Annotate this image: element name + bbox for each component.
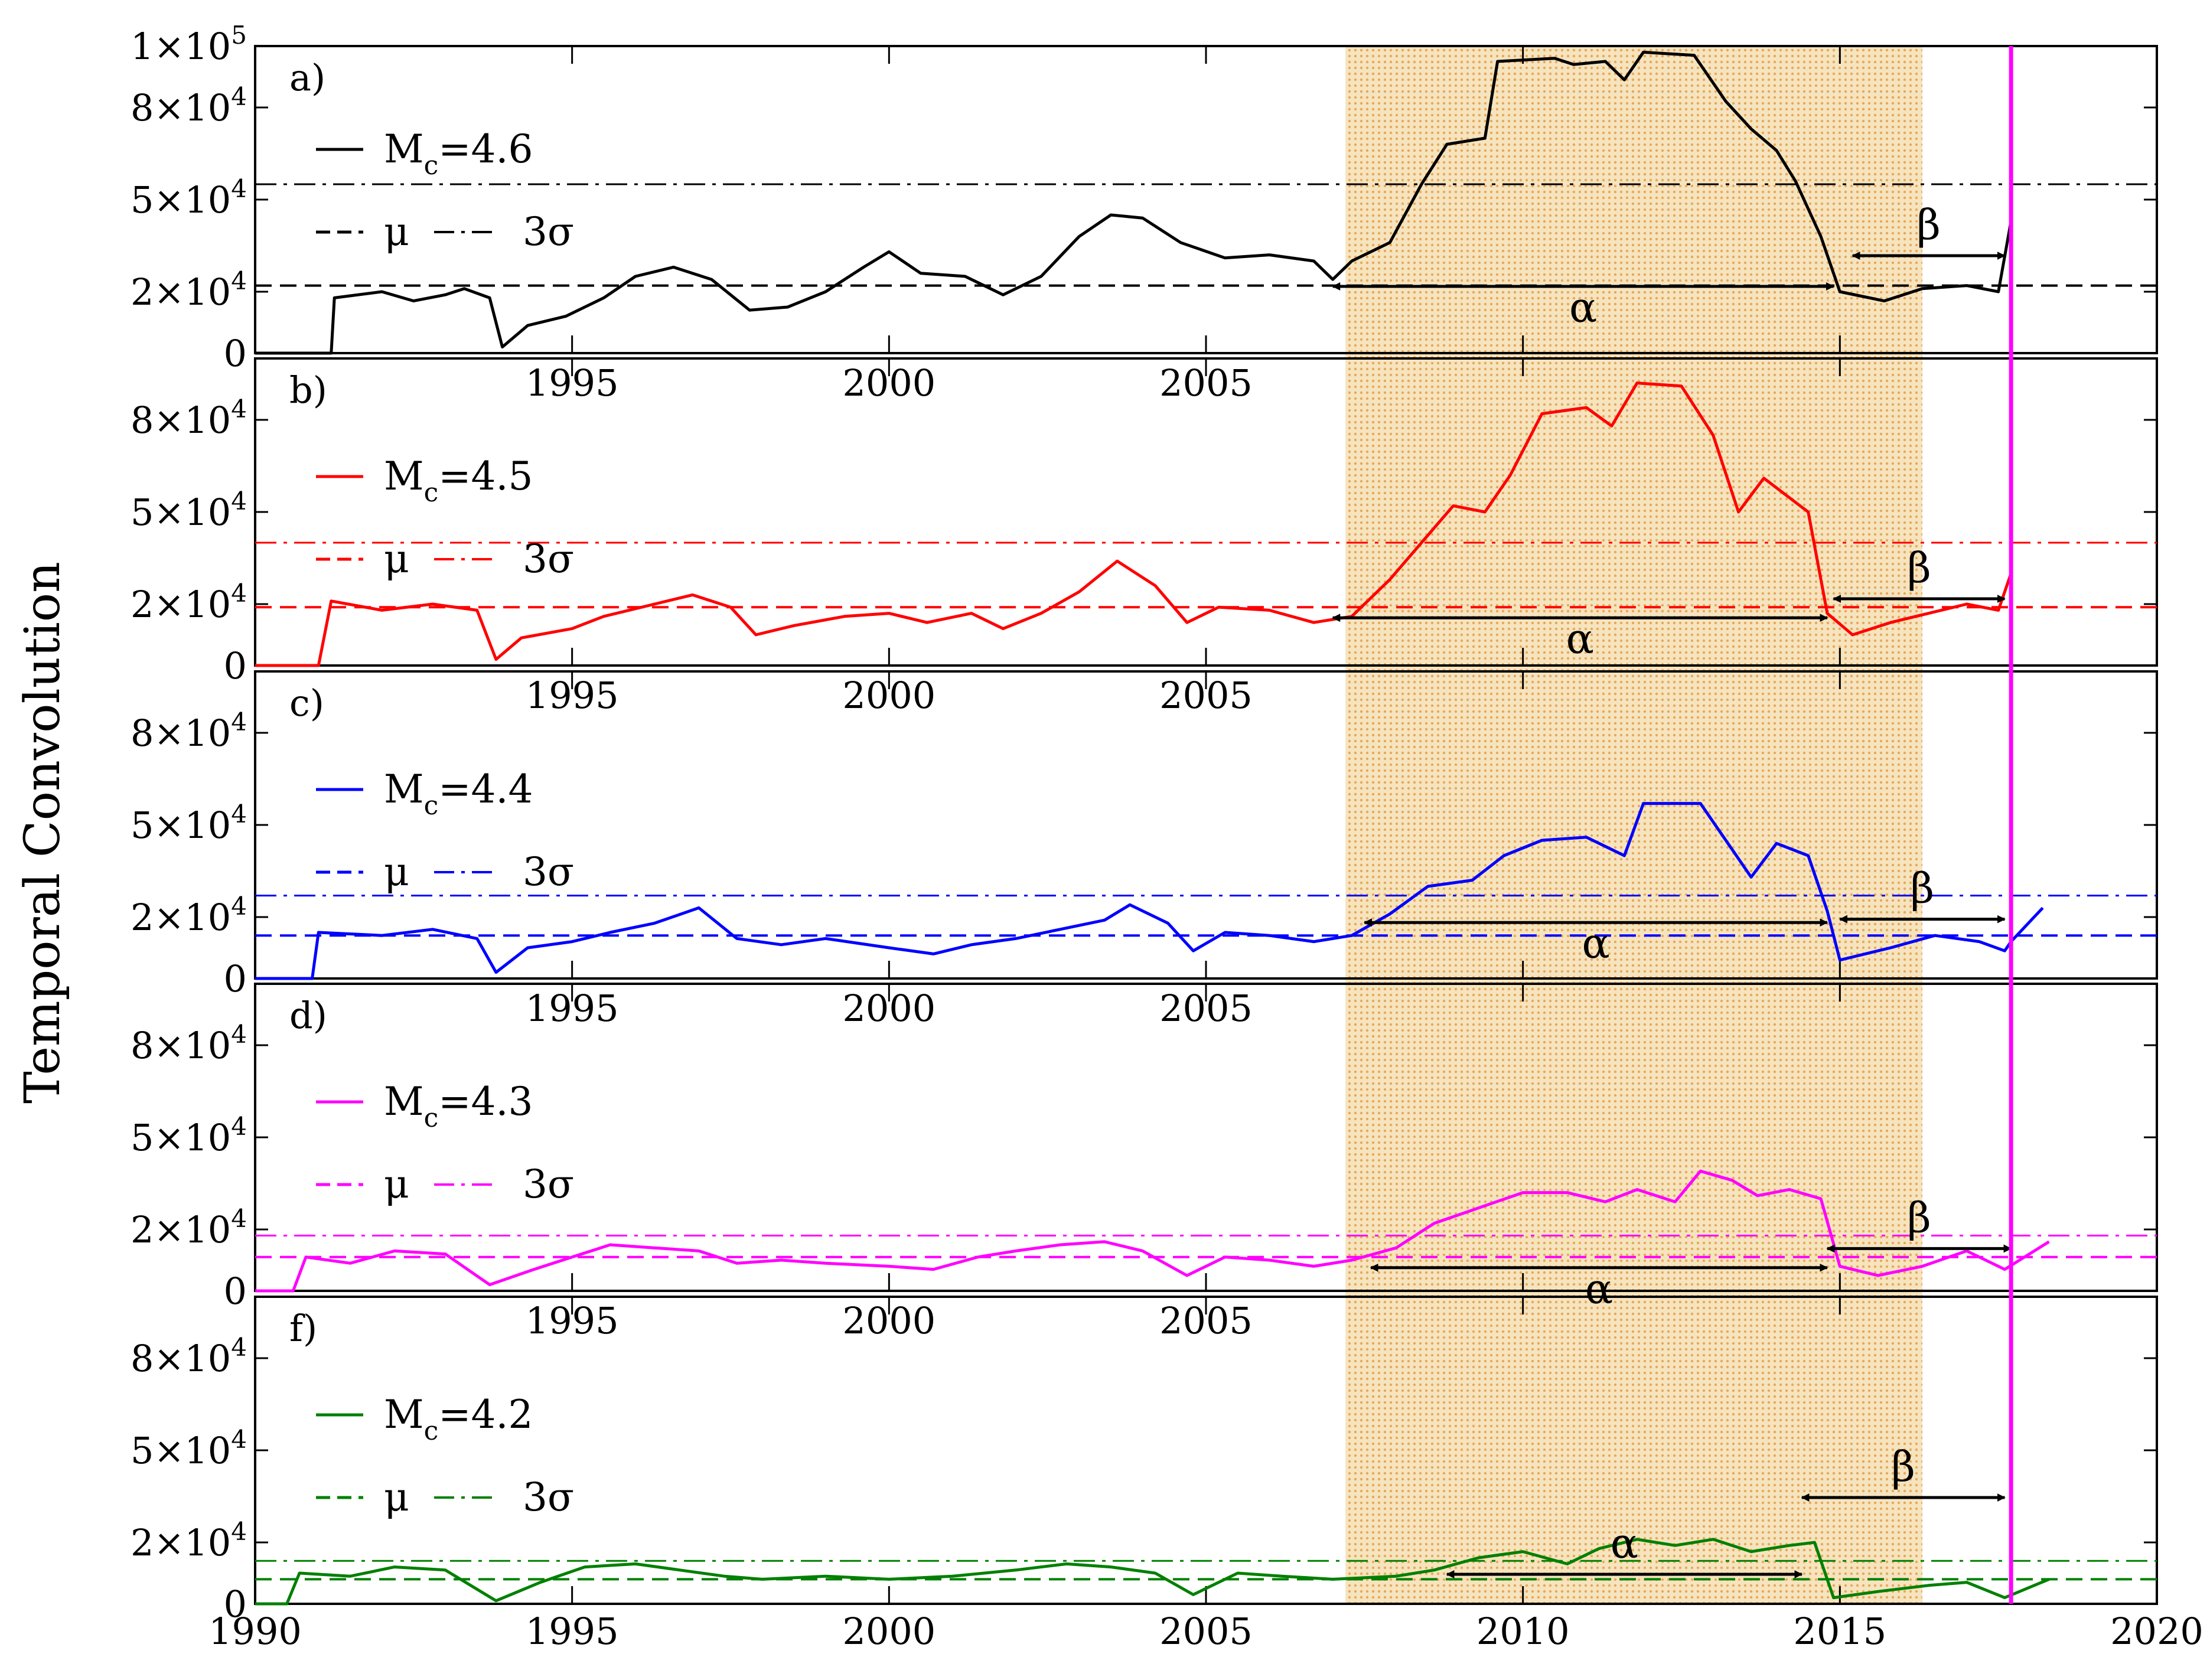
x-tick-label-bottom: 1995 bbox=[526, 1610, 619, 1653]
legend-series-label: Mc=4.5 bbox=[384, 454, 533, 508]
legend-mean-label: μ bbox=[384, 849, 409, 895]
x-tick-label-bottom: 2005 bbox=[1159, 1610, 1253, 1653]
y-tick-label: 5×104 bbox=[131, 1112, 247, 1159]
panel-label: b) bbox=[289, 368, 327, 412]
legend-sigma-label: 3σ bbox=[523, 1475, 574, 1520]
y-tick-label: 5×104 bbox=[131, 487, 247, 534]
y-tick-label: 8×104 bbox=[131, 82, 247, 129]
x-tick-label-bottom: 1990 bbox=[208, 1610, 302, 1653]
y-tick-label: 0 bbox=[224, 644, 247, 687]
panel-f: 0 2×104 5×104 8×104 α β f) Mc=4.2 μ 3σ bbox=[131, 1296, 2158, 1626]
beta-label: β bbox=[1891, 1443, 1915, 1491]
legend-sigma-label: 3σ bbox=[523, 209, 574, 255]
series-line bbox=[255, 381, 2013, 667]
y-tick-label: 0 bbox=[224, 1583, 247, 1626]
legend-sigma-label: 3σ bbox=[523, 849, 574, 895]
y-tick-label: 5×104 bbox=[131, 174, 247, 221]
legend-mean-label: μ bbox=[384, 1162, 409, 1207]
y-tick-label: 0 bbox=[224, 1270, 247, 1313]
alpha-label: α bbox=[1611, 1519, 1638, 1568]
y-tick-label: 0 bbox=[224, 957, 247, 1000]
series-line bbox=[255, 1169, 2050, 1293]
legend-series-label: Mc=4.2 bbox=[384, 1392, 533, 1446]
y-tick-label: 5×104 bbox=[131, 800, 247, 847]
y-tick-label: 1×105 bbox=[131, 21, 247, 68]
legend-sigma-label: 3σ bbox=[523, 1162, 574, 1207]
alpha-label: α bbox=[1585, 1265, 1613, 1313]
legend-series-label: Mc=4.3 bbox=[384, 1079, 533, 1133]
alpha-label: α bbox=[1582, 919, 1609, 968]
beta-label: β bbox=[1916, 201, 1940, 249]
y-tick-label: 2×104 bbox=[131, 1517, 247, 1564]
series-line bbox=[255, 802, 2044, 980]
beta-label: β bbox=[1907, 1193, 1931, 1242]
y-tick-label: 8×104 bbox=[131, 1020, 247, 1067]
y-tick-label: 8×104 bbox=[131, 707, 247, 755]
legend-mean-label: μ bbox=[384, 536, 409, 582]
x-tick-label-bottom: 2000 bbox=[842, 1610, 935, 1653]
legend-series-label: Mc=4.4 bbox=[384, 766, 533, 821]
legend-sigma-label: 3σ bbox=[523, 536, 574, 582]
y-axis-title: Temporal Convolution bbox=[15, 562, 71, 1104]
y-tick-label: 8×104 bbox=[131, 1333, 247, 1380]
beta-label: β bbox=[1907, 544, 1931, 592]
y-tick-label: 8×104 bbox=[131, 394, 247, 442]
x-tick-label-bottom: 2015 bbox=[1793, 1610, 1886, 1653]
x-tick-label-bottom: 2020 bbox=[2110, 1610, 2204, 1653]
shaded-region bbox=[1345, 46, 1922, 1604]
x-tick-label-bottom: 2010 bbox=[1476, 1610, 1570, 1653]
background-layer bbox=[1345, 46, 1922, 1604]
legend-mean-label: μ bbox=[384, 209, 409, 255]
alpha-label: α bbox=[1566, 615, 1594, 663]
y-tick-label: 2×104 bbox=[131, 266, 247, 314]
y-tick-label: 2×104 bbox=[131, 1204, 247, 1251]
y-tick-label: 2×104 bbox=[131, 579, 247, 626]
series-line bbox=[255, 50, 2013, 355]
panel-label: d) bbox=[289, 994, 327, 1037]
legend-mean-label: μ bbox=[384, 1475, 409, 1520]
legend-series-label: Mc=4.6 bbox=[384, 126, 533, 181]
panels-layer: 0 2×104 5×104 8×104 1×105 1995 2000 2005 α β a) Mc=… bbox=[131, 21, 2204, 1653]
series-line bbox=[255, 1538, 2050, 1606]
y-tick-label: 0 bbox=[224, 332, 247, 375]
y-tick-label: 2×104 bbox=[131, 892, 247, 939]
beta-label: β bbox=[1911, 865, 1934, 913]
panel-label: c) bbox=[289, 681, 324, 725]
panel-label: a) bbox=[289, 56, 325, 99]
panel-label: f) bbox=[289, 1307, 317, 1350]
y-tick-label: 5×104 bbox=[131, 1425, 247, 1472]
alpha-label: α bbox=[1569, 283, 1597, 332]
